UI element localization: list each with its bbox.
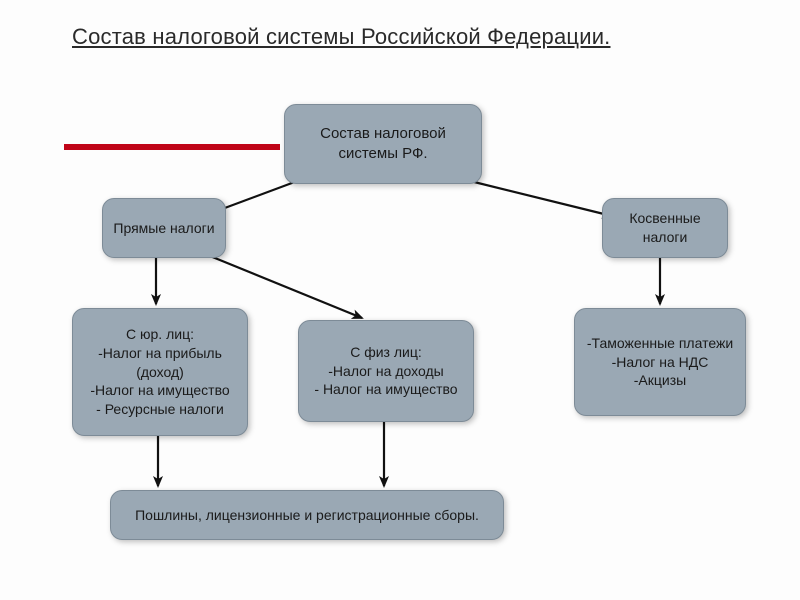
page-title: Состав налоговой системы Российской Феде… [72, 24, 611, 50]
node-phys: С физ лиц: -Налог на доходы - Налог на и… [298, 320, 474, 422]
node-customs: -Таможенные платежи -Налог на НДС -Акциз… [574, 308, 746, 416]
edge-root-direct [214, 180, 300, 212]
node-fees: Пошлины, лицензионные и регистрационные … [110, 490, 504, 540]
node-root: Состав налоговой системы РФ. [284, 104, 482, 184]
edge-root-indirect [466, 180, 612, 216]
node-direct: Прямые налоги [102, 198, 226, 258]
node-indirect: Косвенные налоги [602, 198, 728, 258]
accent-bar [64, 144, 280, 150]
node-legal: С юр. лиц: -Налог на прибыль (доход) -На… [72, 308, 248, 436]
